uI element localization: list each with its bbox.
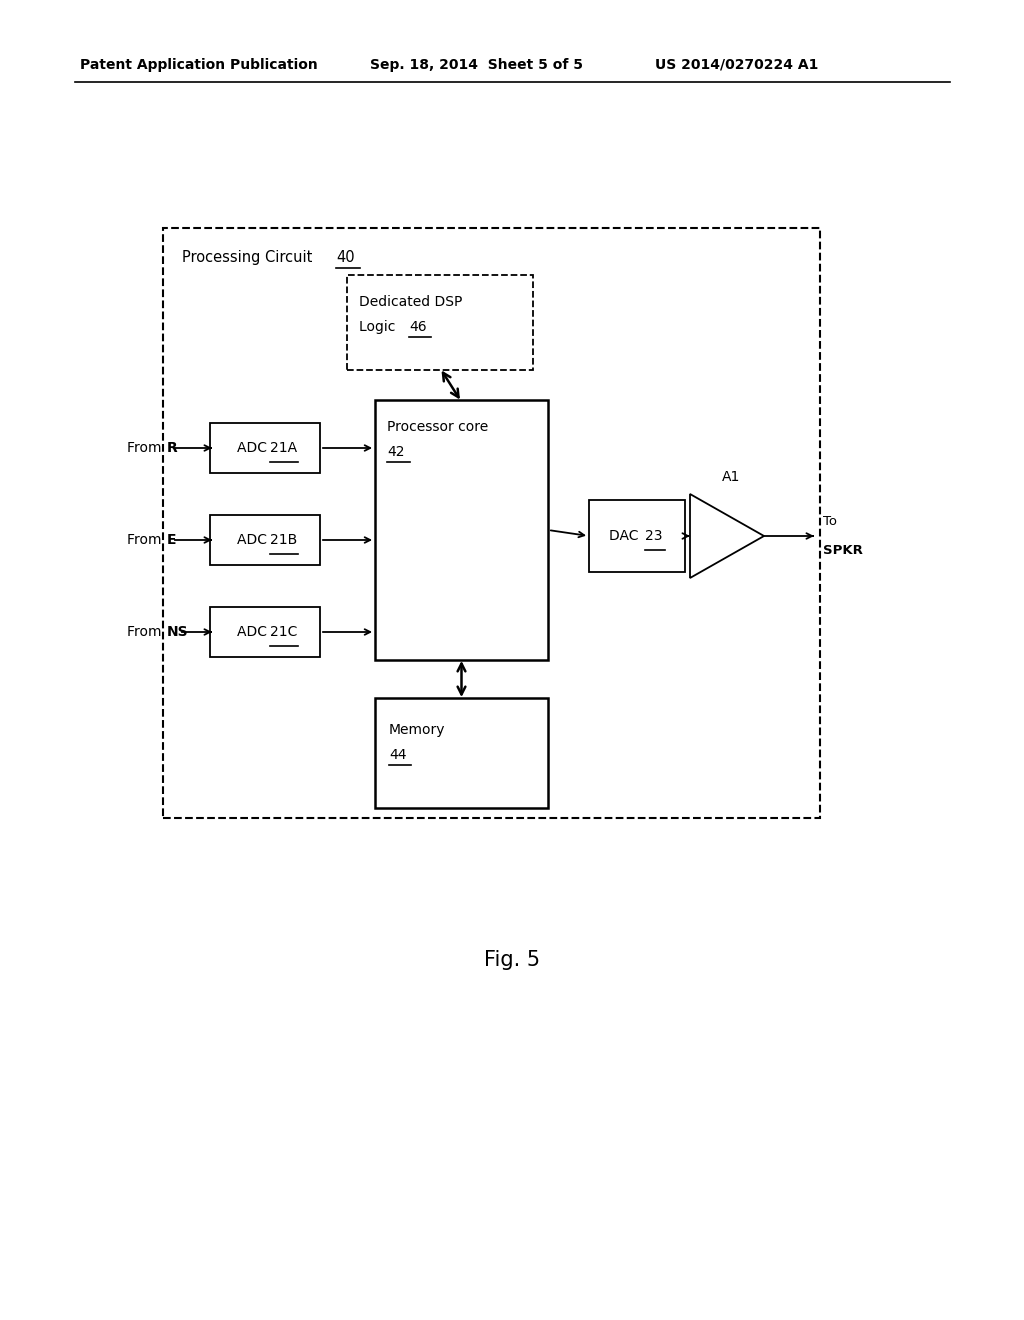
Text: 46: 46 [409, 319, 427, 334]
Text: ADC: ADC [237, 533, 271, 546]
Text: ADC: ADC [237, 441, 271, 455]
Text: A1: A1 [722, 470, 740, 484]
Text: Patent Application Publication: Patent Application Publication [80, 58, 317, 73]
Text: Logic: Logic [359, 319, 404, 334]
Text: Processing Circuit: Processing Circuit [182, 249, 322, 265]
Text: 21A: 21A [270, 441, 297, 455]
Text: 21B: 21B [270, 533, 297, 546]
Text: E: E [167, 533, 176, 546]
Text: SPKR: SPKR [823, 544, 863, 557]
Text: Fig. 5: Fig. 5 [484, 950, 540, 970]
Bar [589, 500, 685, 572]
Text: NS: NS [167, 624, 188, 639]
Bar [210, 422, 319, 473]
Text: Memory: Memory [389, 723, 445, 737]
Bar [375, 400, 548, 660]
Bar [210, 607, 319, 657]
Bar [347, 275, 534, 370]
Text: 42: 42 [387, 445, 404, 459]
Text: 21C: 21C [270, 624, 297, 639]
Bar [163, 228, 820, 818]
Text: US 2014/0270224 A1: US 2014/0270224 A1 [655, 58, 818, 73]
Text: Dedicated DSP: Dedicated DSP [359, 294, 463, 309]
Text: Processor core: Processor core [387, 420, 488, 434]
Bar [210, 515, 319, 565]
Text: Sep. 18, 2014  Sheet 5 of 5: Sep. 18, 2014 Sheet 5 of 5 [370, 58, 583, 73]
Text: DAC: DAC [609, 529, 643, 543]
Text: From: From [127, 624, 166, 639]
Text: To: To [823, 515, 837, 528]
Text: ADC: ADC [237, 624, 271, 639]
Text: 40: 40 [336, 249, 354, 265]
Text: From: From [127, 533, 166, 546]
Text: From: From [127, 441, 166, 455]
Text: 44: 44 [389, 748, 407, 762]
Bar [375, 698, 548, 808]
Text: 23: 23 [645, 529, 663, 543]
Text: R: R [167, 441, 178, 455]
Polygon shape [690, 494, 764, 578]
